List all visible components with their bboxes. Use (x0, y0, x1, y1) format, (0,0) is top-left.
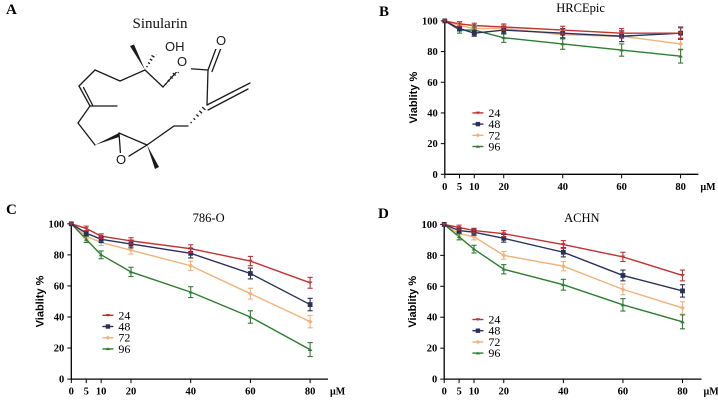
svg-text:µM: µM (700, 182, 716, 193)
svg-text:60: 60 (618, 387, 629, 398)
svg-text:96: 96 (118, 342, 130, 356)
svg-text:O: O (216, 33, 226, 48)
svg-text:5: 5 (456, 387, 461, 398)
svg-text:0: 0 (59, 375, 64, 386)
svg-text:20: 20 (499, 182, 510, 193)
svg-text:80: 80 (305, 387, 316, 398)
svg-text:80: 80 (54, 250, 65, 261)
svg-text:100: 100 (49, 219, 65, 230)
svg-text:40: 40 (54, 312, 65, 323)
svg-text:100: 100 (421, 220, 437, 231)
svg-text:60: 60 (427, 282, 438, 293)
svg-text:60: 60 (427, 78, 438, 89)
svg-text:5: 5 (84, 387, 89, 398)
svg-text:10: 10 (96, 387, 107, 398)
svg-text:ACHN: ACHN (564, 211, 599, 225)
svg-text:40: 40 (558, 387, 569, 398)
svg-text:100: 100 (422, 16, 438, 27)
svg-text:0: 0 (442, 387, 447, 398)
svg-text:20: 20 (427, 344, 438, 355)
svg-text:20: 20 (499, 387, 510, 398)
svg-text:0: 0 (433, 170, 438, 181)
svg-text:80: 80 (677, 387, 688, 398)
svg-text:80: 80 (427, 47, 438, 58)
svg-text:60: 60 (616, 182, 627, 193)
svg-text:40: 40 (427, 108, 438, 119)
svg-text:786-O: 786-O (193, 211, 225, 225)
svg-text:O: O (177, 54, 187, 69)
svg-text:OH: OH (165, 39, 185, 54)
svg-text:20: 20 (126, 387, 137, 398)
svg-text:20: 20 (54, 344, 65, 355)
svg-text:O: O (116, 152, 126, 167)
svg-text:60: 60 (245, 387, 256, 398)
svg-text:20: 20 (427, 139, 438, 150)
svg-text:80: 80 (427, 251, 438, 262)
svg-text:0: 0 (432, 375, 437, 386)
svg-text:40: 40 (427, 313, 438, 324)
svg-text:0: 0 (69, 387, 74, 398)
svg-text:5: 5 (457, 182, 462, 193)
svg-text:60: 60 (54, 281, 65, 292)
svg-text:96: 96 (488, 346, 500, 360)
svg-text:40: 40 (557, 182, 568, 193)
svg-text:80: 80 (675, 182, 686, 193)
svg-text:0: 0 (442, 182, 447, 193)
svg-text:96: 96 (488, 140, 500, 154)
svg-text:HRCEpic: HRCEpic (556, 1, 605, 15)
svg-text:Viablity %: Viablity % (407, 276, 419, 328)
svg-text:40: 40 (185, 387, 196, 398)
svg-text:Viablity %: Viablity % (34, 275, 46, 327)
svg-text:10: 10 (469, 387, 480, 398)
svg-text:10: 10 (469, 182, 480, 193)
svg-text:Viablity %: Viablity % (408, 72, 420, 124)
svg-text:µM: µM (704, 387, 718, 398)
